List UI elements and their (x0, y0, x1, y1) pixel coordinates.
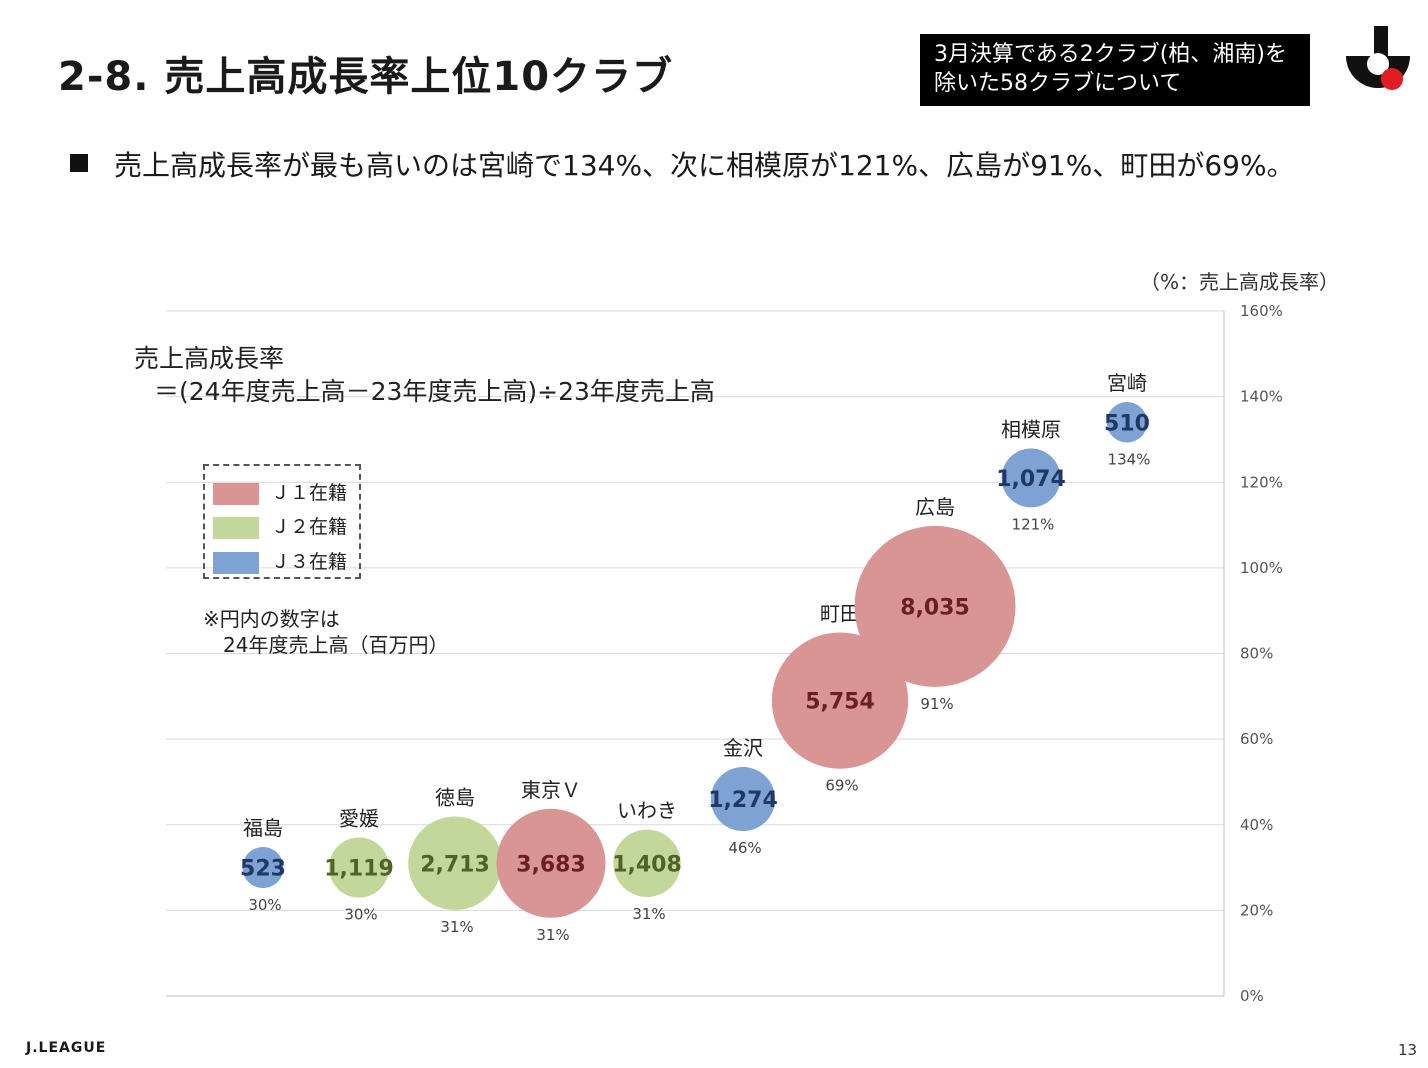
y-tick-label: 160% (1240, 302, 1283, 320)
bubble-value-label: 523 (240, 857, 286, 882)
bubble (771, 632, 909, 769)
growth-pct-label: 46% (728, 839, 761, 857)
growth-pct-label: 134% (1108, 451, 1151, 469)
club-name-label: 町田 (820, 601, 860, 625)
summary-text: 売上高成長率が最も高いのは宮崎で134%、次に相模原が121%、広島が91%、町… (114, 149, 1295, 182)
bubble-value-label: 1,074 (996, 467, 1066, 492)
legend-label-j2: Ｊ２在籍 (271, 516, 348, 538)
legend-swatch-j3 (213, 551, 259, 574)
legend-item-j2: Ｊ２在籍 (213, 512, 348, 539)
bubble (854, 525, 1016, 687)
growth-pct-label: 69% (825, 777, 858, 795)
club-name-label: いわき (617, 799, 677, 823)
page-title: 2-8. 売上高成長率上位10クラブ (58, 54, 674, 100)
scope-note-line2: 除いた58クラブについて (934, 71, 1182, 96)
bubble (710, 767, 776, 832)
circle-note-line2: 24年度売上高（百万円） (223, 633, 449, 657)
y-tick-label: 0% (1240, 987, 1264, 1005)
bubble-value-label: 5,754 (805, 690, 875, 715)
formula-line2: ＝(24年度売上高－23年度売上高)÷23年度売上高 (154, 377, 715, 406)
y-tick-label: 100% (1240, 559, 1283, 577)
bubble-value-label: 1,274 (708, 788, 778, 813)
bubble (1106, 402, 1148, 443)
legend-label-j3: Ｊ３在籍 (271, 551, 348, 573)
growth-pct-label: 30% (344, 906, 377, 924)
legend: Ｊ１在籍 Ｊ２在籍 Ｊ３在籍 (203, 464, 361, 579)
jleague-logo-icon (1346, 26, 1410, 90)
bubble-value-label: 8,035 (900, 595, 970, 620)
formula-line1: 売上高成長率 (134, 344, 285, 373)
bubble-value-label: 1,119 (324, 857, 394, 882)
club-name-label: 東京Ｖ (521, 778, 581, 802)
axis-unit-label: （%：売上高成長率） (1140, 270, 1340, 294)
growth-pct-label: 31% (536, 926, 569, 944)
circle-number-note: ※円内の数字は 24年度売上高（百万円） (203, 606, 448, 658)
bubble-value-label: 2,713 (420, 852, 490, 877)
page-number: 13 (1398, 1041, 1418, 1059)
club-name-label: 徳島 (435, 786, 475, 810)
bubble (1001, 448, 1061, 508)
club-name-label: 福島 (243, 816, 283, 840)
legend-swatch-j2 (213, 516, 259, 539)
club-name-label: 金沢 (723, 736, 763, 760)
y-tick-label: 120% (1240, 473, 1283, 491)
scope-note-box: 3月決算である2クラブ(柏、湘南)を 除いた58クラブについて (920, 34, 1310, 106)
footer-brand: J.LEAGUE (26, 1040, 107, 1056)
club-name-label: 相模原 (1001, 418, 1061, 442)
bubble (408, 816, 502, 911)
club-name-label: 広島 (915, 495, 955, 519)
bubble (242, 847, 284, 889)
scope-note-line1: 3月決算である2クラブ(柏、湘南)を (934, 42, 1287, 67)
bubble-value-label: 3,683 (516, 852, 586, 877)
y-tick-label: 60% (1240, 730, 1273, 748)
growth-pct-label: 31% (440, 918, 473, 936)
y-tick-label: 140% (1240, 388, 1283, 406)
growth-pct-label: 31% (632, 905, 665, 923)
growth-pct-label: 91% (920, 695, 953, 713)
bubble (328, 837, 390, 898)
bullet-square-icon (70, 154, 88, 172)
bubble-value-label: 510 (1104, 411, 1150, 436)
summary-bullet: 売上高成長率が最も高いのは宮崎で134%、次に相模原が121%、広島が91%、町… (70, 144, 1295, 184)
legend-label-j1: Ｊ１在籍 (271, 482, 348, 504)
club-name-label: 宮崎 (1107, 371, 1147, 395)
formula-block: 売上高成長率 ＝(24年度売上高－23年度売上高)÷23年度売上高 (134, 342, 715, 408)
bubble (496, 808, 606, 918)
circle-note-line1: ※円内の数字は (203, 607, 340, 631)
growth-pct-label: 30% (248, 896, 281, 914)
y-tick-label: 40% (1240, 816, 1273, 834)
legend-item-j1: Ｊ１在籍 (213, 478, 348, 505)
bubble-value-label: 1,408 (612, 852, 682, 877)
legend-swatch-j1 (213, 482, 259, 505)
club-name-label: 愛媛 (339, 807, 379, 831)
growth-pct-label: 121% (1012, 515, 1055, 533)
legend-item-j3: Ｊ３在籍 (213, 547, 348, 574)
bubble (613, 829, 681, 897)
y-tick-label: 80% (1240, 645, 1273, 663)
y-tick-label: 20% (1240, 901, 1273, 919)
